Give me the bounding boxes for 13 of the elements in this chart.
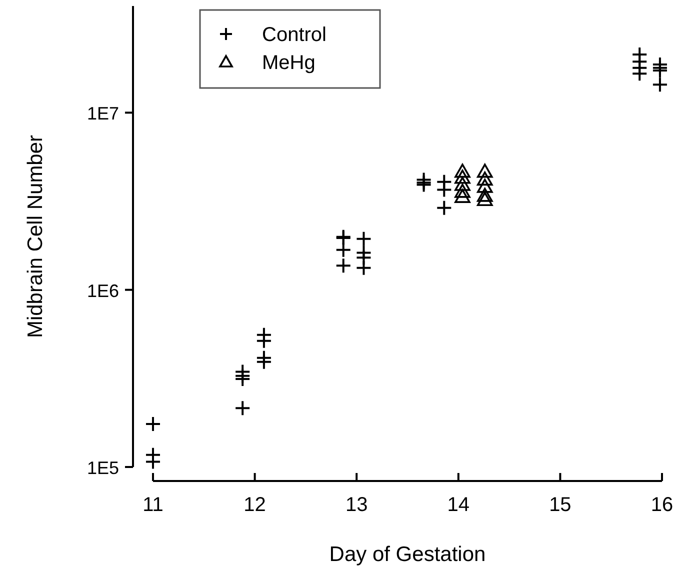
y-tick-label: 1E6 — [86, 280, 119, 301]
y-axis-title: Midbrain Cell Number — [24, 134, 47, 338]
legend-label: MeHg — [262, 52, 316, 74]
x-tick-label: 12 — [244, 494, 266, 516]
x-tick-label: 11 — [142, 494, 164, 516]
x-tick-label: 14 — [447, 494, 470, 516]
y-tick-label: 1E5 — [86, 458, 119, 478]
legend-label: Control — [262, 24, 326, 46]
x-tick-label: 13 — [345, 494, 368, 516]
x-tick-label: 15 — [549, 494, 572, 516]
x-axis-title: Day of Gestation — [329, 543, 486, 566]
x-tick-label: 16 — [650, 494, 674, 516]
y-tick-label: 1E7 — [86, 104, 119, 124]
